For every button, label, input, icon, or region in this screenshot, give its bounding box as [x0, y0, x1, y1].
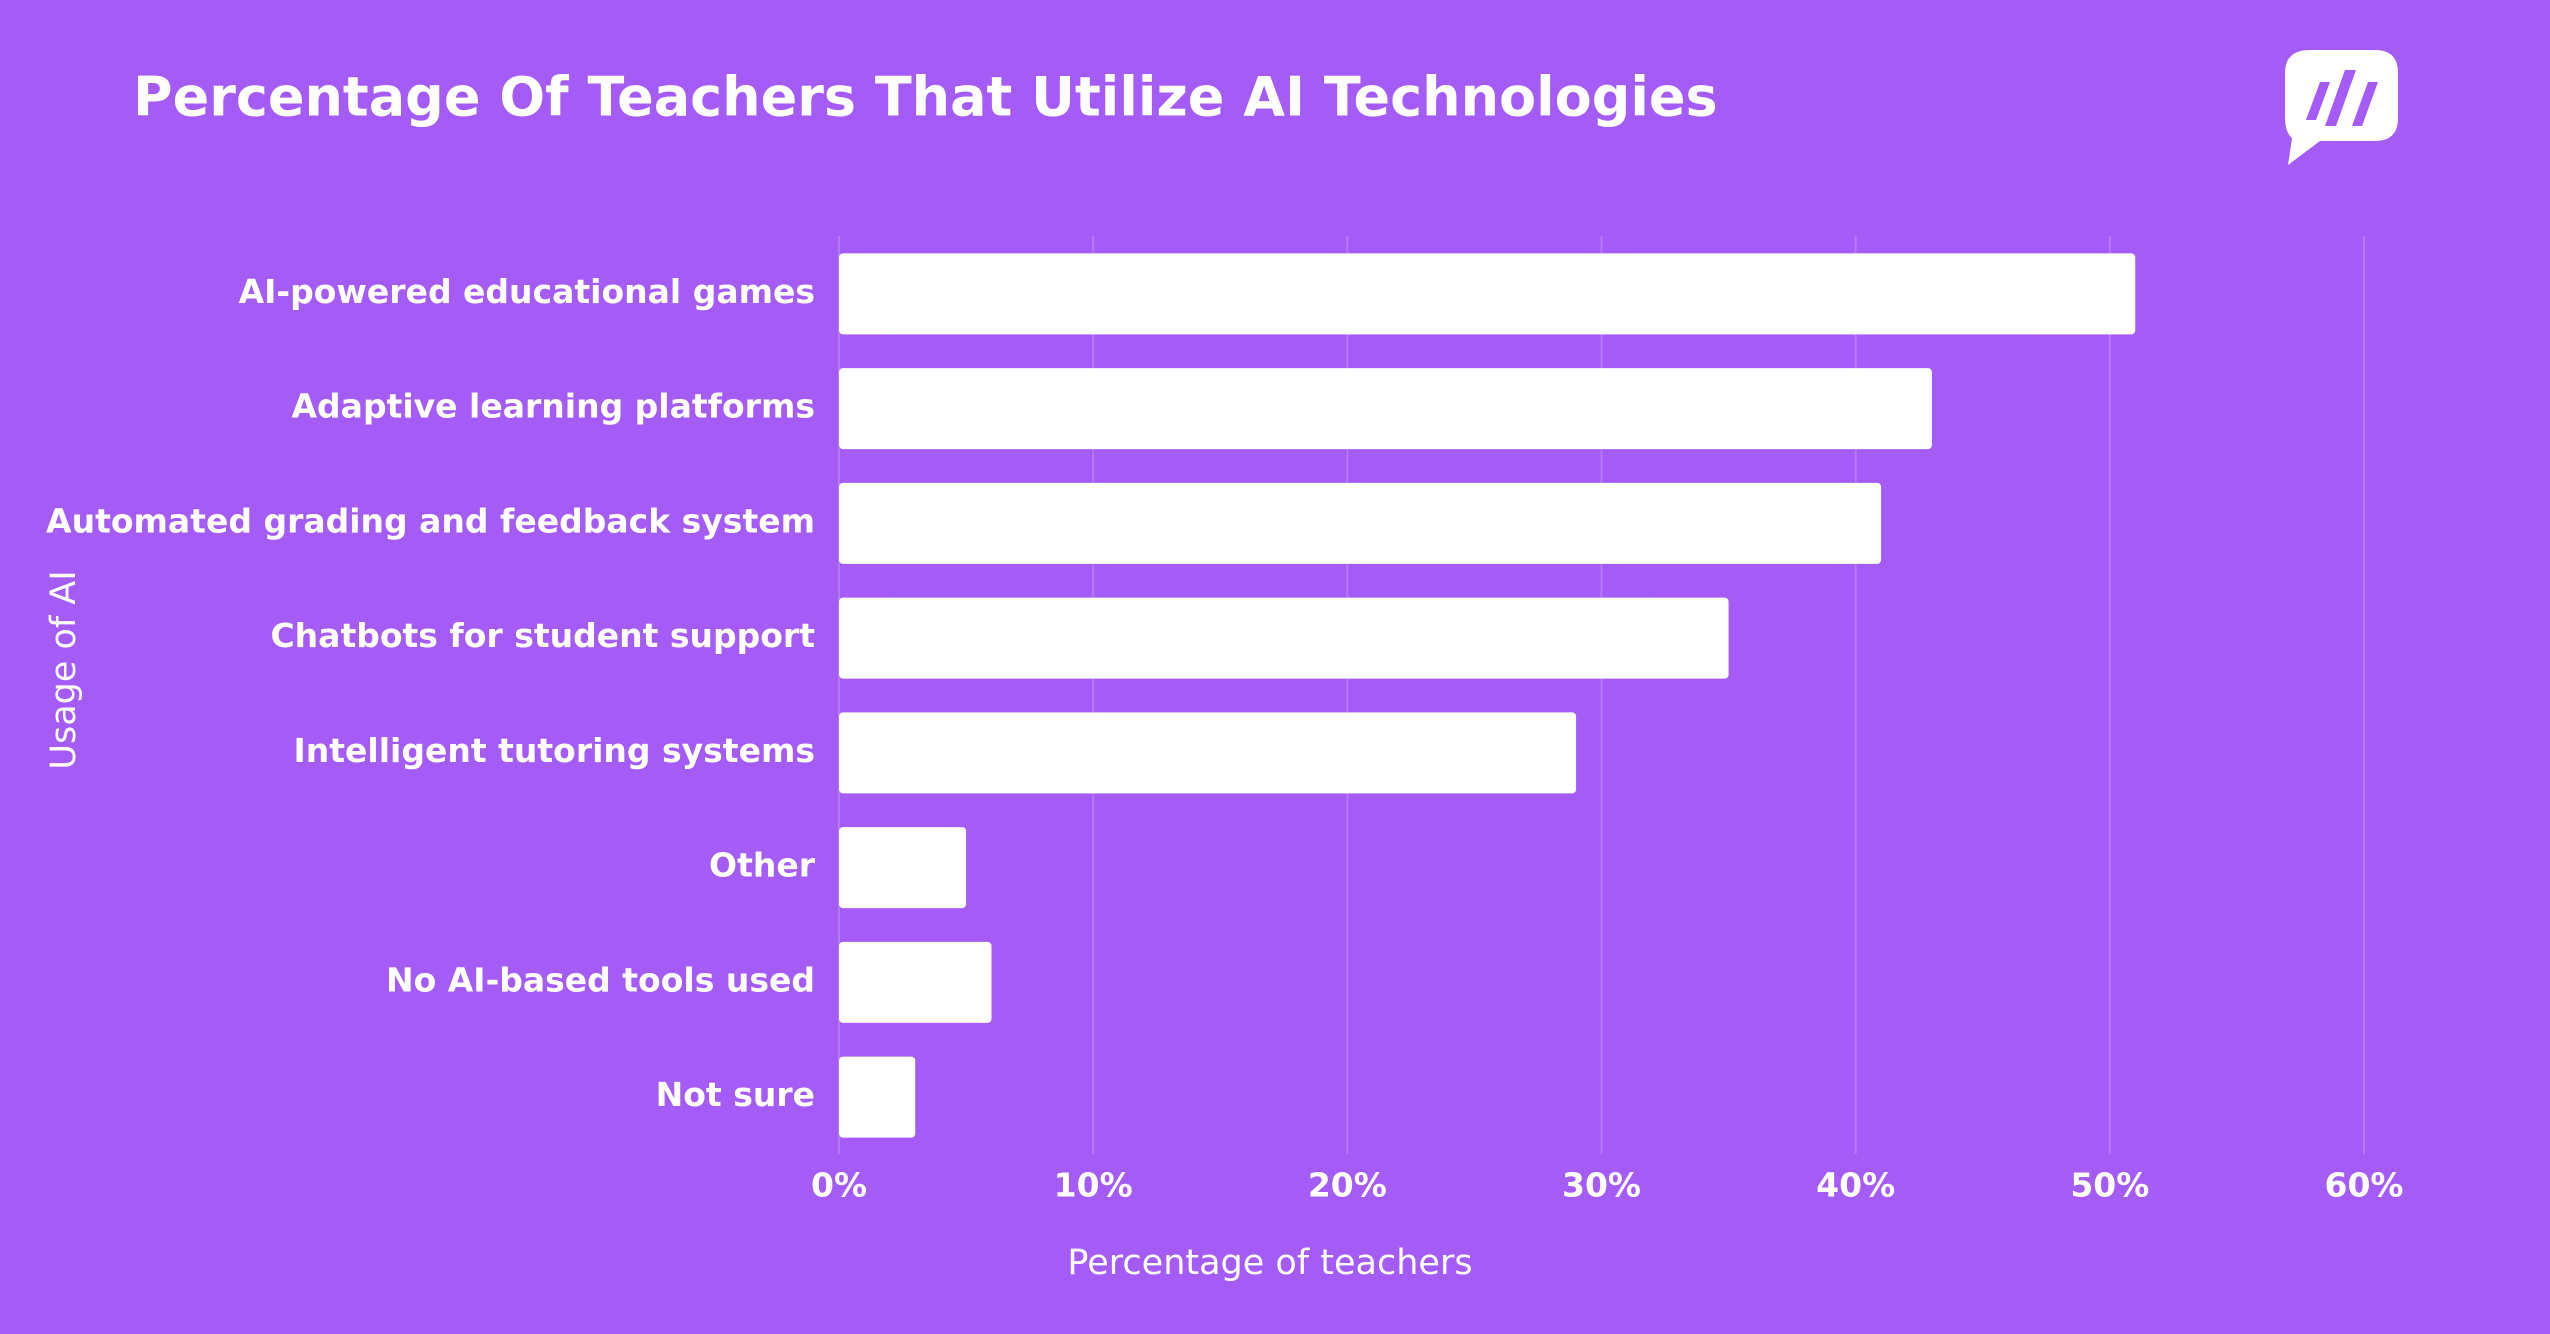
x-tick-label: 10% — [1054, 1166, 1133, 1205]
bar — [839, 482, 1882, 564]
y-tick-label: Chatbots for student support — [270, 616, 815, 655]
x-tick-label: 20% — [1308, 1166, 1387, 1205]
bar — [839, 827, 967, 909]
x-tick-label: 30% — [1562, 1166, 1641, 1205]
chart-title: Percentage Of Teachers That Utilize AI T… — [133, 66, 1718, 129]
x-axis-label: Percentage of teachers — [1067, 1243, 1472, 1283]
y-tick-label: AI-powered educational games — [239, 272, 815, 311]
y-tick-label: Automated grading and feedback system — [46, 501, 815, 540]
x-tick-label: 50% — [2070, 1166, 2149, 1205]
y-tick-label: Other — [709, 846, 816, 885]
bar — [839, 941, 992, 1023]
bar — [839, 253, 2136, 335]
y-tick-label: Adaptive learning platforms — [292, 387, 815, 426]
bar — [839, 1056, 916, 1138]
bar — [839, 597, 1729, 679]
y-tick-label: Intelligent tutoring systems — [293, 731, 815, 770]
y-axis-label: Usage of AI — [44, 570, 84, 769]
x-tick-label: 0% — [811, 1166, 867, 1205]
logo — [2285, 50, 2398, 165]
bar — [839, 712, 1577, 794]
x-tick-label: 60% — [2325, 1166, 2404, 1205]
x-tick-label: 40% — [1816, 1166, 1895, 1205]
y-tick-label: No AI-based tools used — [386, 960, 815, 999]
bar — [839, 368, 1932, 450]
y-tick-label: Not sure — [656, 1075, 815, 1114]
